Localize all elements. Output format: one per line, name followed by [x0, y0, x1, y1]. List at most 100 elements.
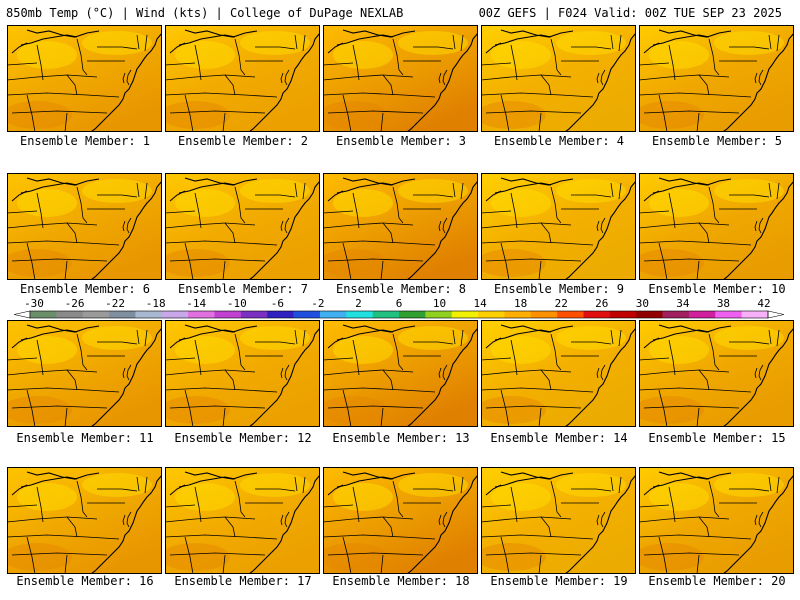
- panel-caption: Ensemble Member: 7: [177, 282, 309, 296]
- panel-caption: Ensemble Member: 11: [16, 431, 154, 445]
- ensemble-panel: [323, 467, 478, 574]
- temperature-map: [639, 173, 794, 280]
- ensemble-panel: [165, 25, 320, 132]
- scale-swatch: [30, 311, 57, 318]
- scale-swatch: [504, 311, 532, 318]
- scale-swatch: [135, 311, 163, 318]
- ensemble-panel: [165, 320, 320, 427]
- scale-swatch: [109, 311, 136, 318]
- ensemble-panel: [481, 173, 636, 280]
- panel-caption: Ensemble Member: 18: [332, 574, 470, 588]
- temperature-map: [7, 25, 162, 132]
- scale-swatch: [425, 311, 453, 318]
- panel-caption: Ensemble Member: 17: [174, 574, 312, 588]
- temperature-map: [7, 320, 162, 427]
- scale-swatch: [240, 311, 268, 318]
- temperature-map: [323, 467, 478, 574]
- scale-arrow-right: [767, 310, 785, 319]
- scale-swatch: [267, 311, 294, 318]
- scale-swatch: [56, 311, 84, 318]
- temperature-map: [481, 173, 636, 280]
- scale-tick-label: -6: [270, 297, 284, 310]
- panel-caption: Ensemble Member: 4: [493, 134, 625, 148]
- panel-caption: Ensemble Member: 19: [490, 574, 628, 588]
- ensemble-panel: [639, 25, 794, 132]
- panel-caption: Ensemble Member: 14: [490, 431, 628, 445]
- temperature-map: [481, 467, 636, 574]
- color-scale-bar: [0, 295, 800, 321]
- temperature-map: [481, 25, 636, 132]
- scale-swatch: [451, 311, 479, 318]
- ensemble-panel: [165, 467, 320, 574]
- panel-caption: Ensemble Member: 10: [648, 282, 786, 296]
- scale-swatch: [478, 311, 505, 318]
- panel-caption: Ensemble Member: 5: [651, 134, 783, 148]
- model-run-info: 00Z GEFS | F024 Valid: 00Z TUE SEP 23 20…: [478, 6, 782, 20]
- temperature-map: [323, 173, 478, 280]
- scale-swatch: [557, 311, 584, 318]
- ensemble-panel: [639, 320, 794, 427]
- panel-caption: Ensemble Member: 12: [174, 431, 312, 445]
- ensemble-panel: [165, 173, 320, 280]
- scale-tick-label: 18: [514, 297, 528, 310]
- panel-caption: Ensemble Member: 2: [177, 134, 309, 148]
- scale-tick-label: -26: [64, 297, 85, 310]
- temperature-map: [639, 320, 794, 427]
- ensemble-panel: [7, 320, 162, 427]
- scale-tick-label: 34: [676, 297, 690, 310]
- panel-caption: Ensemble Member: 16: [16, 574, 154, 588]
- scale-tick-label: 38: [716, 297, 731, 310]
- ensemble-panel: [323, 173, 478, 280]
- scale-tick-label: -14: [186, 297, 207, 310]
- scale-tick-label: 2: [355, 297, 362, 310]
- temperature-map: [165, 25, 320, 132]
- ensemble-panel: [7, 467, 162, 574]
- temperature-map: [7, 467, 162, 574]
- scale-tick-label: -2: [311, 297, 325, 310]
- temperature-map: [165, 173, 320, 280]
- scale-tick-label: 14: [473, 297, 487, 310]
- scale-swatch: [188, 311, 215, 318]
- temperature-map: [7, 173, 162, 280]
- scale-tick-label: 6: [395, 297, 403, 310]
- scale-swatch: [715, 311, 742, 318]
- temperature-map: [323, 320, 478, 427]
- scale-swatch: [636, 311, 663, 318]
- scale-swatch: [161, 311, 189, 318]
- ensemble-panel: [481, 467, 636, 574]
- scale-swatch: [399, 311, 426, 318]
- scale-tick-label: 10: [432, 297, 447, 310]
- scale-swatch: [530, 311, 558, 318]
- scale-tick-label: -22: [105, 297, 126, 310]
- scale-swatch: [609, 311, 637, 318]
- panel-caption: Ensemble Member: 1: [19, 134, 151, 148]
- panel-caption: Ensemble Member: 15: [648, 431, 786, 445]
- temperature-map: [165, 320, 320, 427]
- ensemble-panel: [323, 320, 478, 427]
- scale-swatch: [346, 311, 373, 318]
- scale-swatch: [372, 311, 400, 318]
- scale-swatch: [82, 311, 110, 318]
- scale-swatch: [293, 311, 321, 318]
- panel-caption: Ensemble Member: 20: [648, 574, 786, 588]
- ensemble-panel: [639, 467, 794, 574]
- temperature-map: [639, 467, 794, 574]
- ensemble-panel: [481, 320, 636, 427]
- scale-tick-label: -18: [145, 297, 166, 310]
- ensemble-panel: [323, 25, 478, 132]
- ensemble-panel: [481, 25, 636, 132]
- panel-caption: Ensemble Member: 3: [335, 134, 467, 148]
- scale-tick-label: 26: [595, 297, 609, 310]
- scale-tick-label: -10: [226, 297, 247, 310]
- panel-caption: Ensemble Member: 13: [332, 431, 470, 445]
- scale-swatch: [214, 311, 242, 318]
- scale-swatch: [662, 311, 690, 318]
- temperature-map: [481, 320, 636, 427]
- scale-swatch: [583, 311, 611, 318]
- scale-swatch: [688, 311, 716, 318]
- ensemble-panel: [639, 173, 794, 280]
- scale-swatch: [741, 311, 769, 318]
- scale-swatch: [319, 311, 347, 318]
- scale-tick-label: 22: [554, 297, 568, 310]
- scale-tick-label: 30: [635, 297, 649, 310]
